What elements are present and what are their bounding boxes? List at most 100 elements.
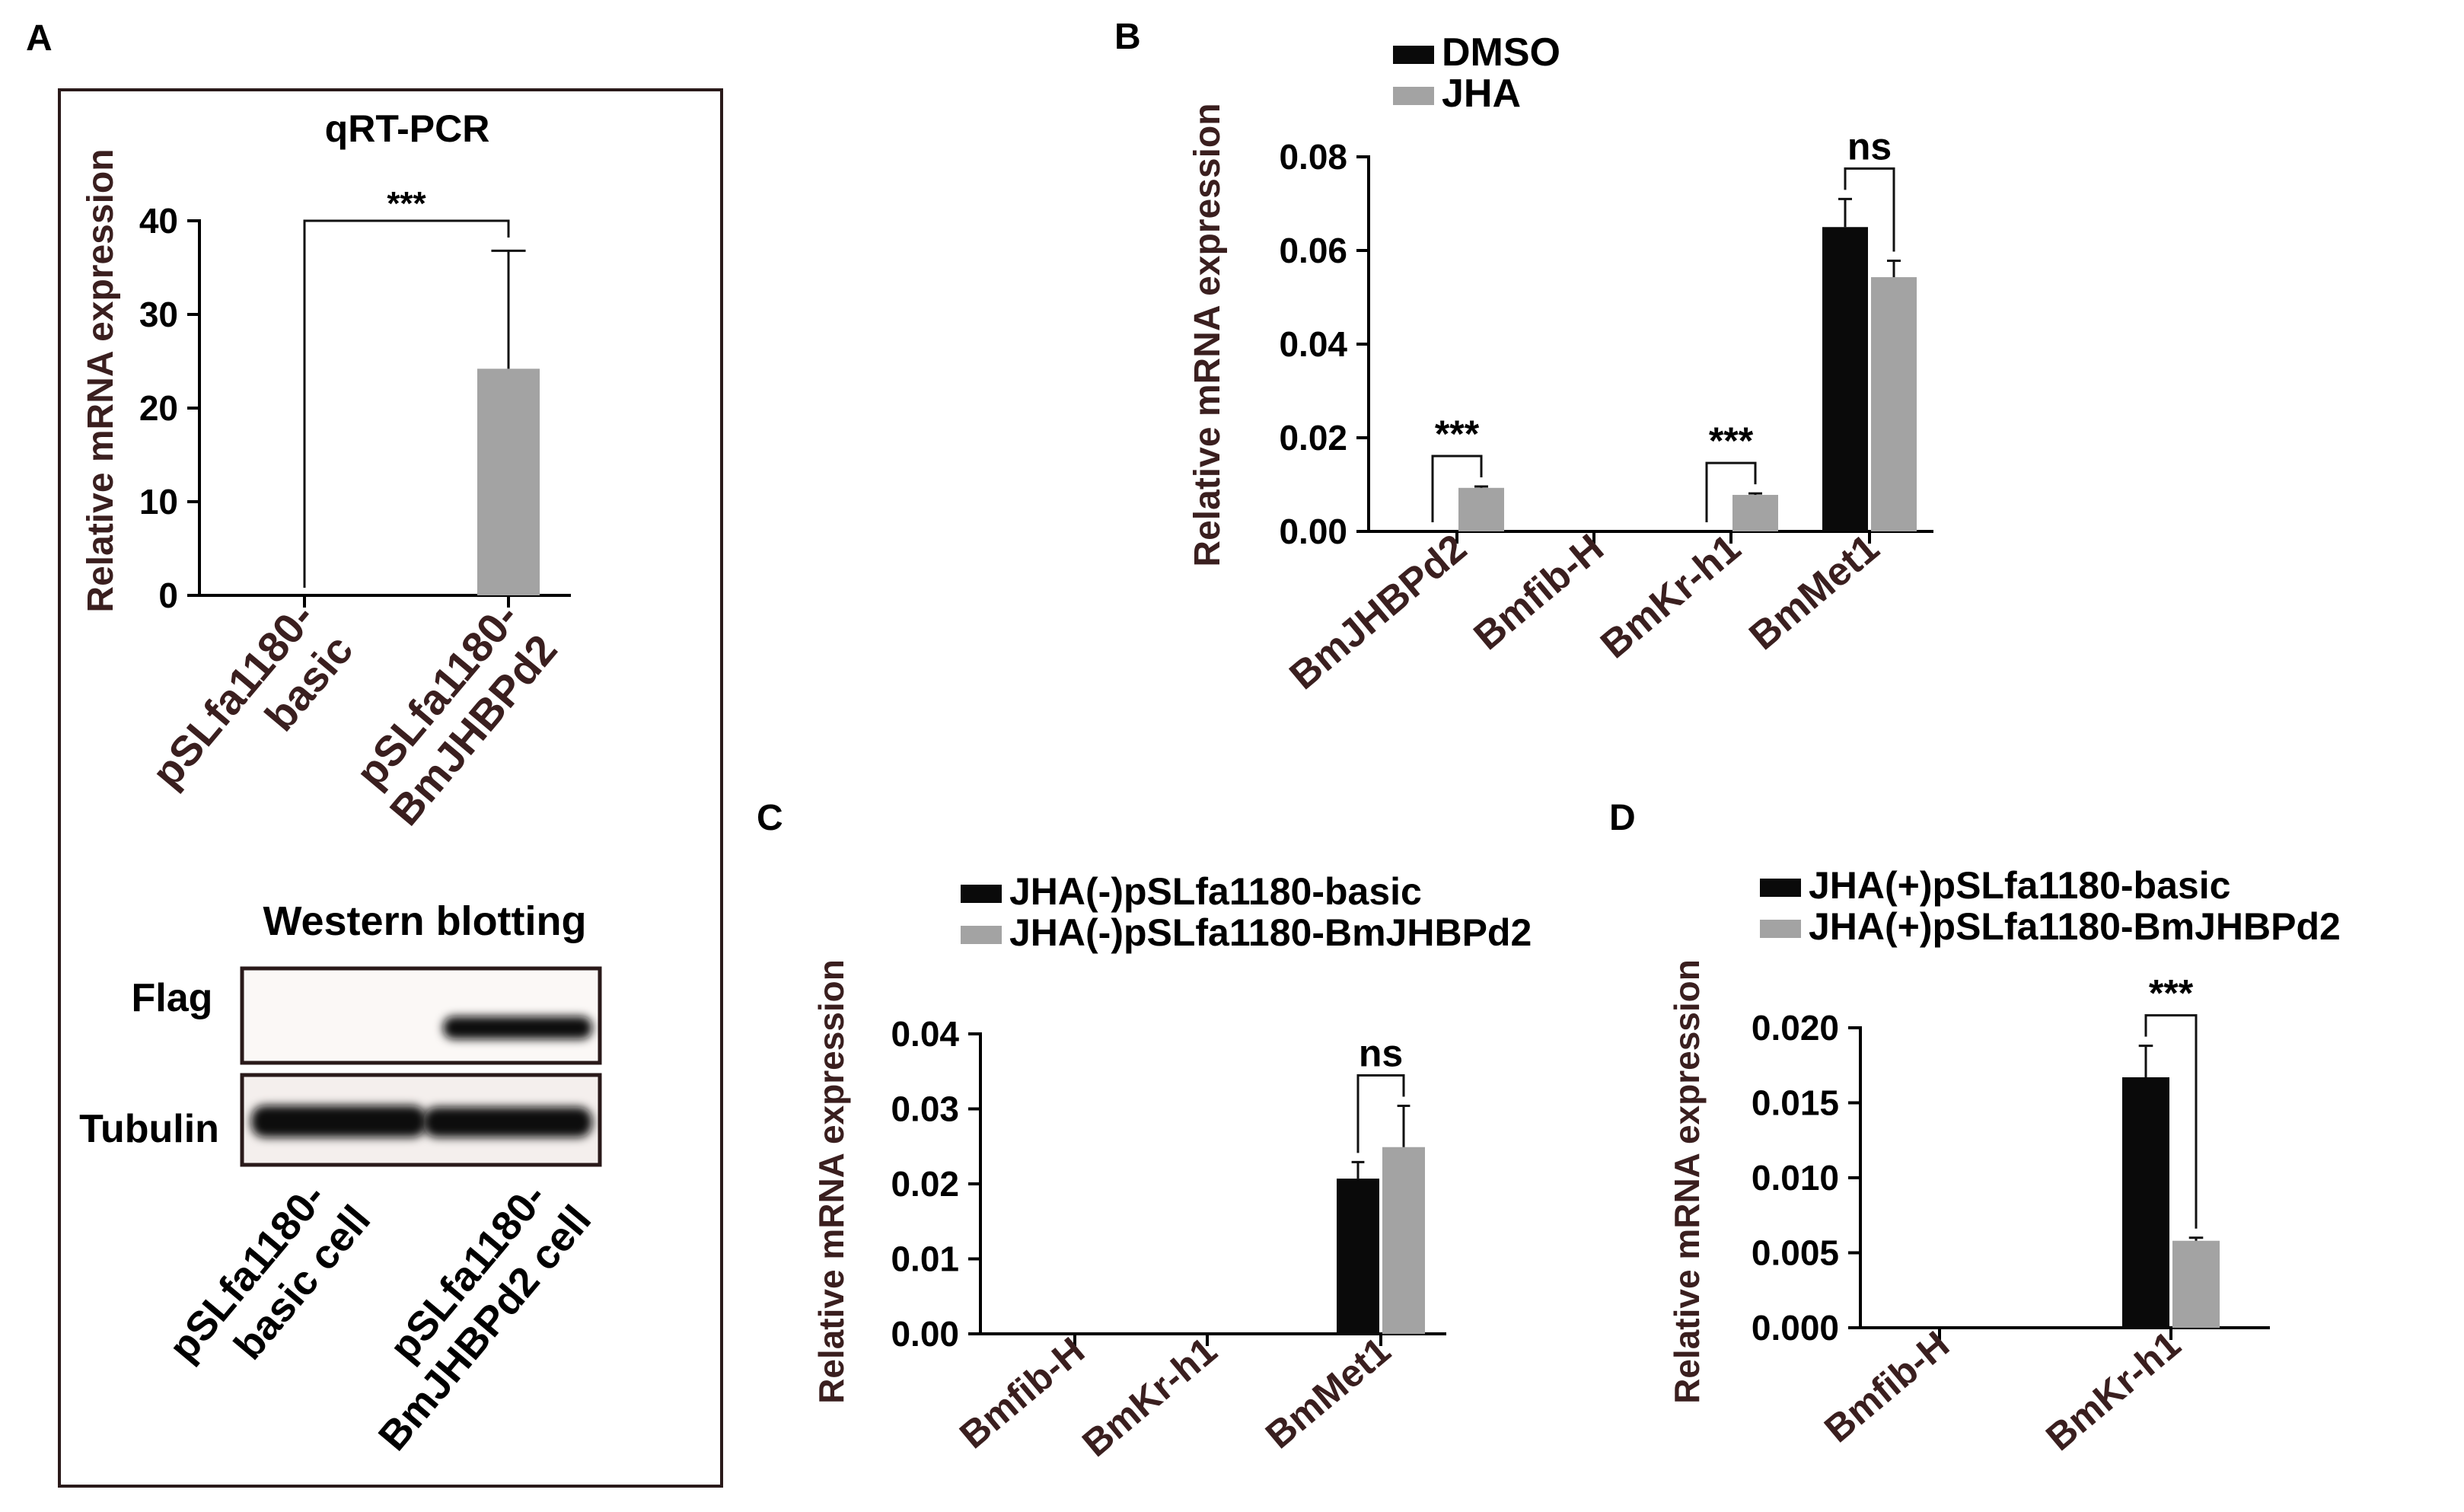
d-bar-jha-pslfa1180-basic-1 bbox=[2122, 1077, 2169, 1328]
b-category-label-line: BmJHBPd2 bbox=[1281, 526, 1474, 698]
tubulin-band-lane-1 bbox=[251, 1105, 426, 1137]
d-bar-jha-pslfa1180-bmjhbpd2-1 bbox=[2172, 1240, 2220, 1328]
a-bar-1 bbox=[477, 368, 540, 595]
b-bar-jha-0 bbox=[1458, 487, 1504, 531]
western-blot-title: Western blotting bbox=[263, 898, 587, 944]
b-y-tick-label: 0.00 bbox=[1279, 512, 1347, 551]
c-bar-jha-pslfa1180-basic-2 bbox=[1337, 1179, 1379, 1334]
plot-d: Relative mRNA expression 0.000 0.005 0.010 0… bbox=[1667, 864, 2341, 1459]
d-y-tick-label: 0.015 bbox=[1752, 1083, 1839, 1123]
panel-a-letter: A bbox=[26, 18, 53, 59]
d-legend-label-1: JHA(+)pSLfa1180-BmJHBPd2 bbox=[1809, 905, 2341, 948]
b-bar-jha-3 bbox=[1871, 277, 1917, 531]
a-significance-bracket bbox=[303, 219, 510, 588]
b-category-label-line: BmKr-h1 bbox=[1592, 526, 1748, 668]
b-category-label: BmMet1 bbox=[1741, 526, 1887, 659]
panel-c-letter: C bbox=[757, 798, 783, 838]
flag-band-lane-2 bbox=[443, 1016, 592, 1039]
tubulin-band-lane-2 bbox=[423, 1107, 592, 1137]
d-significance-bracket bbox=[2144, 1014, 2198, 1229]
panel-d-letter: D bbox=[1609, 798, 1636, 838]
d-y-axis-label: Relative mRNA expression bbox=[1667, 959, 1707, 1404]
d-legend-swatch-0 bbox=[1760, 879, 1801, 897]
b-legend-label-0: DMSO bbox=[1442, 30, 1560, 75]
b-y-tick-label: 0.06 bbox=[1279, 231, 1347, 270]
d-category-label: BmKr-h1 bbox=[2038, 1323, 2188, 1459]
b-legend-swatch-0 bbox=[1393, 46, 1434, 64]
panel-b-letter: B bbox=[1114, 17, 1141, 57]
plot-c: Relative mRNA expression 0.00 0.01 0.02 0.03… bbox=[811, 870, 1532, 1465]
d-y-tick-label: 0.005 bbox=[1752, 1233, 1839, 1273]
blot-flag bbox=[240, 966, 602, 1065]
d-y-tick-label: 0.010 bbox=[1752, 1158, 1839, 1198]
b-legend-swatch-1 bbox=[1393, 87, 1434, 105]
a-y-axis-label: Relative mRNA expression bbox=[81, 148, 121, 612]
d-significance-label: *** bbox=[2149, 972, 2194, 1015]
d-category-label-line: BmKr-h1 bbox=[2038, 1323, 2188, 1459]
c-y-tick-label: 0.01 bbox=[891, 1239, 959, 1279]
a-y-tick-label: 30 bbox=[139, 295, 178, 334]
a-y-tick-label: 40 bbox=[139, 201, 178, 241]
a-y-tick-label: 20 bbox=[139, 388, 178, 428]
panel-a-frame bbox=[58, 88, 723, 1488]
c-y-tick-label: 0.03 bbox=[891, 1089, 959, 1129]
c-category-label: Bmfib-H bbox=[951, 1329, 1092, 1457]
c-category-label-line: BmKr-h1 bbox=[1074, 1329, 1225, 1466]
panel-a: A qRT-PCR Relative mRNA expression 0 10 20 3… bbox=[26, 18, 723, 1488]
a-y-tick-label: 10 bbox=[139, 482, 178, 522]
d-legend-swatch-1 bbox=[1760, 920, 1801, 938]
c-y-tick-label: 0.00 bbox=[891, 1314, 959, 1354]
c-category-label: BmKr-h1 bbox=[1074, 1329, 1225, 1466]
plot-a: Relative mRNA expression 0 10 20 30 40 pSLfa11… bbox=[81, 148, 571, 834]
b-category-label: BmKr-h1 bbox=[1592, 526, 1748, 668]
b-significance-bracket bbox=[1844, 167, 1895, 252]
a-category-label: pSLfa1180-basic bbox=[142, 593, 362, 828]
b-bar-dmso-3 bbox=[1822, 227, 1868, 531]
b-y-tick-label: 0.04 bbox=[1279, 324, 1347, 364]
b-category-label: Bmfib-H bbox=[1466, 526, 1612, 659]
c-legend-label-0: JHA(-)pSLfa1180-basic bbox=[1009, 870, 1422, 913]
b-significance-bracket bbox=[1705, 461, 1757, 522]
b-legend-label-1: JHA bbox=[1442, 72, 1521, 116]
b-significance-label: *** bbox=[1435, 413, 1480, 455]
c-significance-label: ns bbox=[1359, 1032, 1403, 1075]
c-category-label-line: Bmfib-H bbox=[951, 1329, 1092, 1457]
c-category-label-line: BmMet1 bbox=[1258, 1329, 1398, 1457]
c-y-axis-label: Relative mRNA expression bbox=[811, 959, 851, 1404]
c-y-tick-label: 0.02 bbox=[891, 1164, 959, 1204]
c-bar-jha-pslfa1180-bmjhbpd2-2 bbox=[1382, 1147, 1425, 1334]
blot-tubulin bbox=[240, 1073, 602, 1167]
band-label-tubulin: Tubulin bbox=[79, 1107, 219, 1151]
b-category-label: BmJHBPd2 bbox=[1281, 526, 1474, 698]
c-y-tick-label: 0.04 bbox=[891, 1014, 959, 1054]
b-y-tick-label: 0.02 bbox=[1279, 418, 1347, 458]
panel-b: B Relative mRNA expression 0.00 0.02 0.04 0.… bbox=[1114, 17, 1933, 698]
b-category-label-line: Bmfib-H bbox=[1466, 526, 1612, 659]
panel-d: D Relative mRNA expression 0.000 0.005 0.01… bbox=[1609, 798, 2341, 1459]
b-bar-jha-2 bbox=[1732, 495, 1778, 531]
d-y-tick-label: 0.000 bbox=[1752, 1308, 1839, 1348]
a-significance-label: *** bbox=[387, 185, 426, 222]
d-legend-label-0: JHA(+)pSLfa1180-basic bbox=[1809, 864, 2230, 907]
d-y-tick-label: 0.020 bbox=[1752, 1008, 1839, 1048]
c-legend-label-1: JHA(-)pSLfa1180-BmJHBPd2 bbox=[1009, 911, 1532, 954]
c-legend-swatch-1 bbox=[961, 926, 1002, 944]
c-legend-swatch-0 bbox=[961, 885, 1002, 903]
panel-a-chart-title: qRT-PCR bbox=[325, 107, 490, 150]
c-significance-bracket bbox=[1356, 1074, 1405, 1153]
c-category-label: BmMet1 bbox=[1258, 1329, 1398, 1457]
plot-b: Relative mRNA expression 0.00 0.02 0.04 0.06… bbox=[1187, 30, 1933, 698]
wb-lane-label-1: pSLfa1180- basic cell bbox=[160, 1166, 379, 1402]
band-label-flag: Flag bbox=[132, 976, 213, 1020]
wb-lane-label-2: pSLfa1180- BmJHBPd2 cell bbox=[333, 1166, 601, 1459]
b-category-label-line: BmMet1 bbox=[1741, 526, 1887, 659]
panel-c: C Relative mRNA expression 0.00 0.01 0.02 0.… bbox=[757, 798, 1532, 1465]
b-y-axis-label: Relative mRNA expression bbox=[1187, 103, 1228, 566]
b-y-tick-label: 0.08 bbox=[1279, 137, 1347, 177]
b-significance-label: ns bbox=[1847, 125, 1892, 167]
a-y-tick-label: 0 bbox=[158, 576, 178, 615]
b-significance-label: *** bbox=[1709, 419, 1754, 462]
b-significance-bracket bbox=[1431, 455, 1483, 522]
a-category-label: pSLfa1180-BmJHBPd2 bbox=[342, 593, 566, 834]
